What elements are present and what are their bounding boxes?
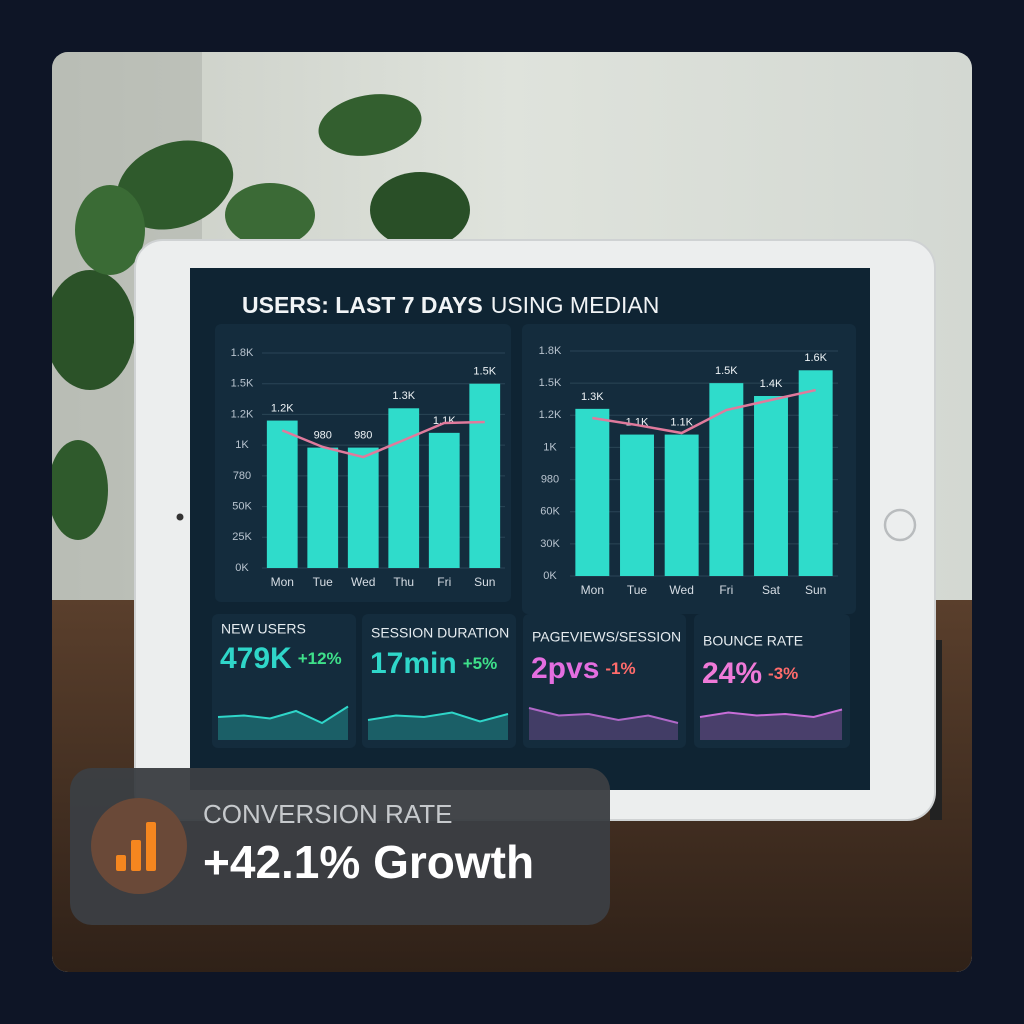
kpi-value-text: 2pvs	[531, 652, 599, 685]
kpi-label: PAGEVIEWS/SESSION	[532, 629, 681, 645]
sparkline	[217, 705, 349, 725]
photo: USERS: LAST 7 DAYS USING MEDIAN 0K 25K 50K 7…	[52, 52, 972, 972]
kpi-label: SESSION DURATION	[371, 625, 509, 641]
kpi-value: 479K +12%	[220, 642, 342, 675]
x-tick-label: Fri	[719, 583, 733, 597]
y-tick-label: 780	[233, 470, 251, 482]
sparkline	[528, 707, 679, 724]
overlay-card: CONVERSION RATE +42.1% Growth	[70, 768, 610, 925]
y-tick-label: 0K	[543, 570, 557, 582]
icon-bars	[116, 822, 156, 871]
overlay-label: CONVERSION RATE	[203, 799, 452, 829]
sparkline-area	[218, 706, 348, 740]
data-label: 1.2K	[271, 402, 294, 414]
data-label: 1.4K	[760, 378, 783, 390]
x-tick-label: Mon	[271, 575, 294, 589]
data-label: 980	[354, 430, 372, 442]
home-button	[883, 508, 917, 542]
bar	[469, 383, 501, 568]
y-tick-label: 1.2K	[539, 409, 562, 421]
camera	[176, 513, 184, 521]
kpi-cards: NEW USERS 479K +12% SESSION DURATION 17min +5…	[212, 614, 850, 748]
data-label: 1.5K	[715, 365, 738, 377]
x-tick-label: Mon	[581, 583, 604, 597]
x-tick-label: Wed	[351, 575, 375, 589]
overlay-headline: +42.1% Growth	[203, 836, 534, 888]
bar	[798, 370, 833, 576]
sparkline	[699, 708, 843, 719]
y-tick-label: 1.2K	[231, 408, 254, 420]
x-tick-label: Sat	[762, 583, 781, 597]
kpi-value: 2pvs -1%	[531, 652, 636, 685]
x-tick-label: Fri	[437, 575, 451, 589]
kpi-change: -1%	[605, 659, 635, 678]
bar	[347, 447, 379, 568]
data-label: 1.3K	[581, 391, 604, 403]
y-tick-label: 1K	[543, 441, 557, 453]
kpi-card	[212, 614, 356, 748]
y-tick-label: 0K	[235, 562, 249, 574]
x-tick-label: Tue	[627, 583, 648, 597]
y-tick-label: 25K	[232, 531, 252, 543]
data-label: 1.3K	[392, 390, 415, 402]
kpi-value: 24% -3%	[702, 657, 798, 690]
plant	[52, 94, 470, 540]
data-label: 980	[314, 430, 332, 442]
y-tick-label: 980	[541, 473, 559, 485]
kpi-value-text: 479K	[220, 642, 292, 675]
kpi-change: -3%	[768, 664, 798, 683]
bar	[428, 432, 460, 568]
kpi-card	[694, 614, 850, 748]
dashboard-title: USERS: LAST 7 DAYS USING MEDIAN	[242, 292, 659, 318]
bar	[709, 383, 744, 576]
y-tick-label: 50K	[232, 500, 252, 512]
x-tick-label: Sun	[805, 583, 826, 597]
bar	[307, 447, 339, 568]
y-tick-label: 60K	[540, 506, 560, 518]
data-label: 1.5K	[473, 366, 496, 378]
title-strong: USERS: LAST 7 DAYS	[242, 292, 483, 318]
data-label: 1.1K	[433, 415, 456, 427]
kpi-label: BOUNCE RATE	[703, 633, 803, 649]
x-tick-label: Tue	[313, 575, 334, 589]
x-tick-label: Thu	[393, 575, 414, 589]
y-tick-label: 1.8K	[539, 345, 562, 357]
kpi-label: NEW USERS	[221, 621, 306, 637]
kpi-change: +5%	[463, 654, 498, 673]
x-tick-label: Sun	[474, 575, 495, 589]
data-label: 1.1K	[670, 416, 693, 428]
bar	[664, 434, 699, 576]
sparkline	[367, 711, 509, 723]
charts: 0K 25K 50K 780 1K 1.2K 1.5K 1.8K Mon Tue Wed Thu Fri…	[231, 345, 838, 597]
kpi-value: 17min +5%	[370, 647, 497, 680]
bar	[575, 408, 610, 576]
bar	[266, 420, 298, 568]
bar	[620, 434, 654, 576]
data-label: 1.6K	[804, 352, 827, 364]
bar	[388, 408, 420, 568]
y-tick-label: 1.5K	[539, 377, 562, 389]
kpi-change: +12%	[298, 649, 342, 668]
line	[592, 388, 816, 435]
line	[281, 420, 485, 459]
kpi-value-text: 24%	[702, 657, 762, 690]
kpi-value-text: 17min	[370, 647, 457, 680]
title-light: USING MEDIAN	[491, 292, 660, 318]
overlay-background	[70, 768, 610, 925]
y-tick-label: 1.8K	[231, 347, 254, 359]
y-tick-label: 30K	[540, 538, 560, 550]
y-tick-label: 1K	[235, 439, 249, 451]
kpi-card	[362, 614, 516, 748]
bar	[754, 396, 788, 576]
x-tick-label: Wed	[669, 583, 693, 597]
y-tick-label: 1.5K	[231, 378, 254, 390]
